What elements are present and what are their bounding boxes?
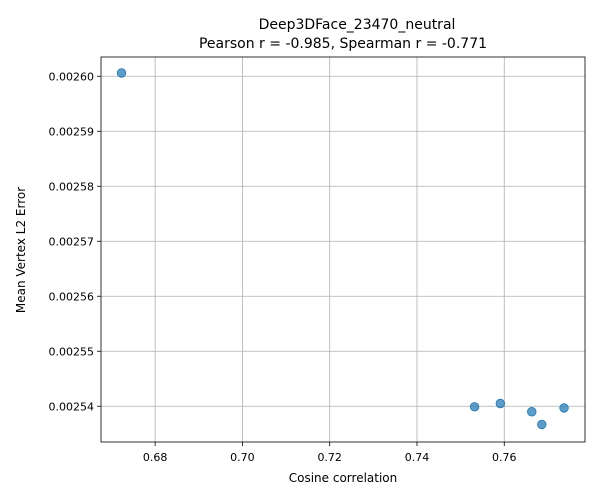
chart-title: Deep3DFace_23470_neutral bbox=[259, 17, 456, 33]
y-tick-label: 0.00256 bbox=[49, 290, 95, 303]
x-tick-label: 0.76 bbox=[492, 451, 517, 464]
x-tick-label: 0.70 bbox=[230, 451, 255, 464]
data-point bbox=[116, 68, 127, 78]
y-tick-label: 0.00259 bbox=[49, 125, 95, 138]
plot-area bbox=[100, 56, 586, 443]
data-point bbox=[495, 398, 506, 409]
y-tick-label: 0.00258 bbox=[49, 180, 95, 193]
data-point bbox=[537, 419, 547, 430]
y-tick-label: 0.00257 bbox=[49, 235, 95, 248]
x-tick-label: 0.72 bbox=[317, 451, 342, 464]
y-axis-label: Mean Vertex L2 Error bbox=[14, 187, 28, 313]
data-point bbox=[469, 402, 480, 412]
x-tick-label: 0.68 bbox=[143, 451, 168, 464]
data-point bbox=[527, 407, 537, 417]
y-tick-label: 0.00255 bbox=[49, 345, 95, 358]
y-tick-label: 0.00260 bbox=[49, 70, 95, 83]
grid bbox=[101, 57, 585, 442]
data-point bbox=[559, 403, 569, 413]
y-tick-label: 0.00254 bbox=[49, 400, 95, 413]
x-axis-label: Cosine correlation bbox=[289, 471, 398, 485]
axis-ticks: 0.68 0.70 0.72 0.74 0.76 0.00254 0.00255 0.0025… bbox=[49, 70, 517, 464]
chart-subtitle: Pearson r = -0.985, Spearman r = -0.771 bbox=[199, 36, 487, 52]
x-tick-label: 0.74 bbox=[405, 451, 430, 464]
data-points bbox=[116, 68, 569, 430]
